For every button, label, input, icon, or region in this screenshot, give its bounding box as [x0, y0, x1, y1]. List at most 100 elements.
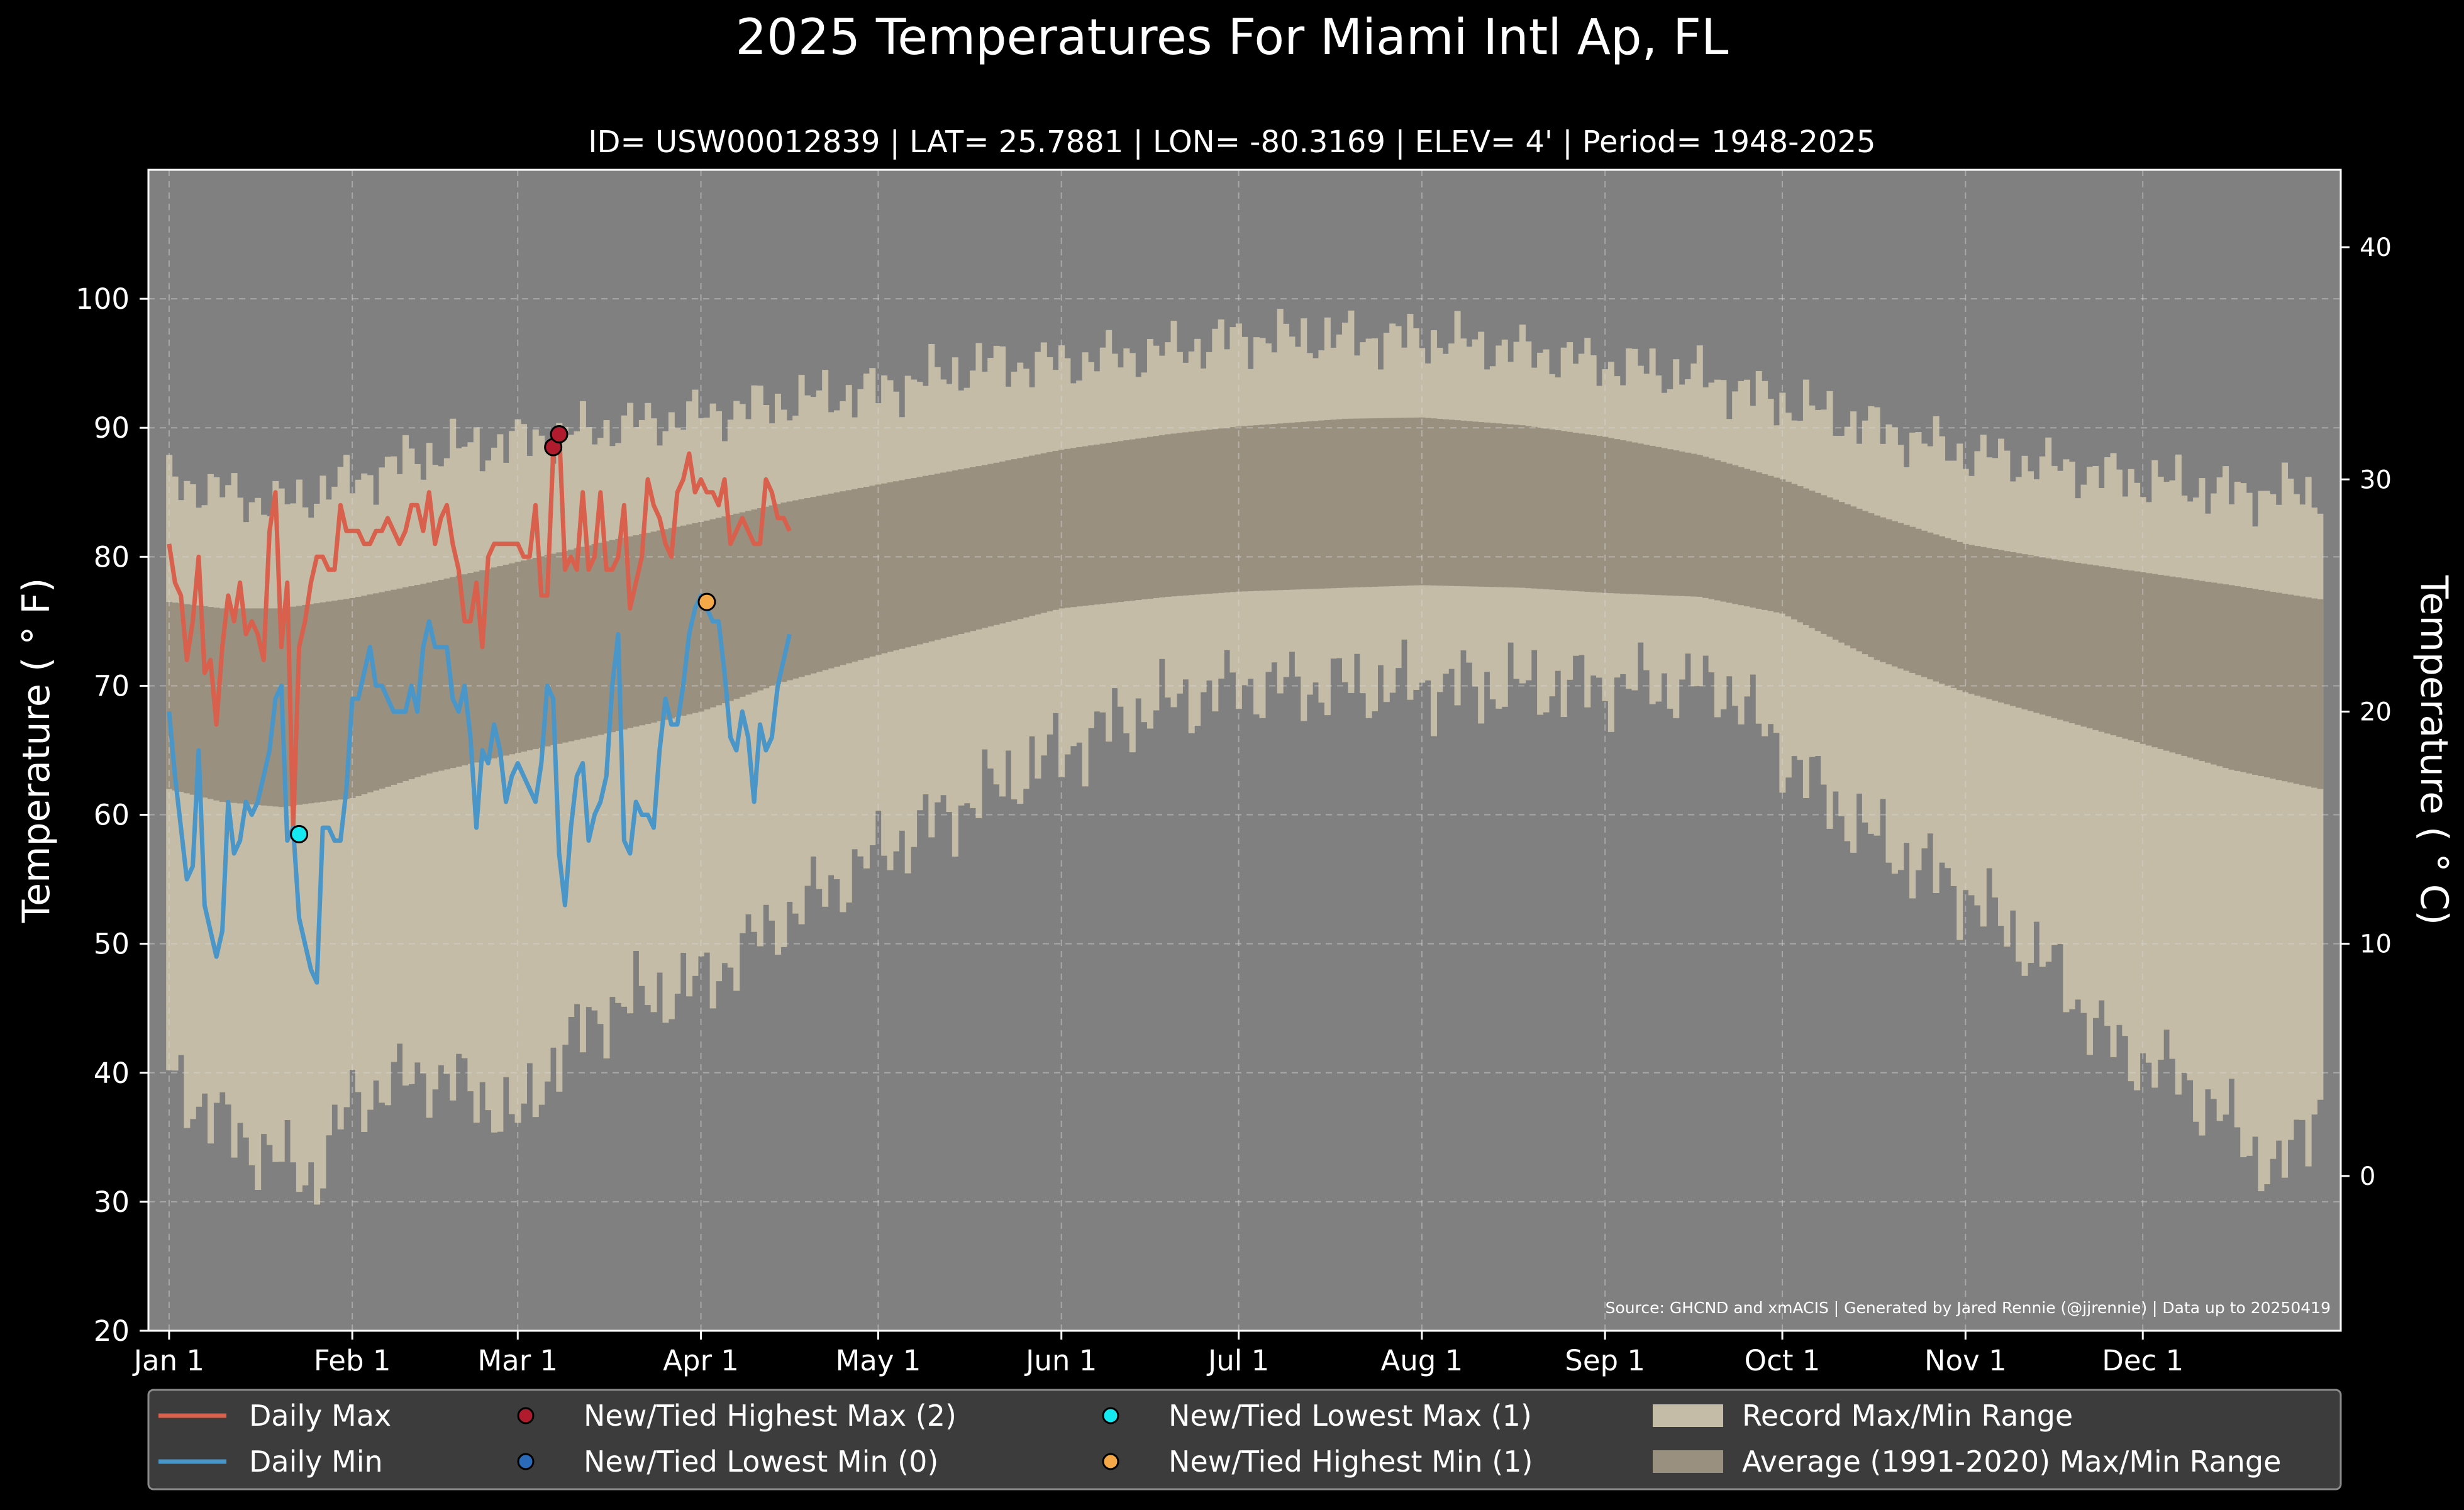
- average-range-bar: [1484, 422, 1490, 587]
- average-range-bar: [1170, 433, 1177, 597]
- average-range-bar: [1277, 423, 1284, 591]
- y-tick-label: 50: [94, 928, 130, 961]
- record-range-bar: [2151, 460, 2158, 1088]
- record-range-bar: [373, 504, 380, 1081]
- y-axis-left: 20 30 40 50 60 70 80 90 100: [75, 282, 148, 1348]
- average-range-bar: [958, 469, 965, 634]
- average-range-bar: [2181, 578, 2188, 756]
- average-range-bar: [1626, 441, 1633, 594]
- average-range-bar: [946, 471, 953, 637]
- average-range-bar: [1661, 448, 1668, 596]
- average-range-bar: [727, 514, 734, 701]
- average-range-bar: [2270, 591, 2277, 779]
- record-range-bar: [2293, 494, 2300, 1120]
- average-range-bar: [993, 462, 1000, 625]
- record-range-bar: [2305, 477, 2312, 1167]
- average-range-bar: [1649, 445, 1656, 595]
- average-range-bar: [1637, 443, 1644, 595]
- average-range-bar: [1454, 420, 1461, 586]
- average-range-bar: [568, 549, 575, 741]
- average-range-bar: [414, 585, 421, 777]
- average-range-bar: [934, 474, 941, 640]
- average-range-bar: [2004, 551, 2011, 704]
- average-range-bar: [1738, 467, 1745, 606]
- average-range-bar: [2293, 596, 2300, 784]
- average-range-bar: [574, 548, 580, 740]
- record-range-bar: [2122, 496, 2129, 1036]
- average-range-bar: [686, 524, 693, 714]
- average-range-bar: [1773, 477, 1780, 613]
- average-range-bar: [266, 608, 273, 806]
- average-range-bar: [1259, 425, 1266, 591]
- average-range-bar: [520, 560, 527, 752]
- record-range-bar: [2181, 495, 2188, 1074]
- average-range-bar: [963, 468, 970, 633]
- average-range-bar: [184, 604, 191, 794]
- average-range-bar: [361, 596, 368, 794]
- x-tick-label: Sep 1: [1565, 1344, 1645, 1377]
- average-range-bar: [1312, 421, 1319, 589]
- average-range-bar: [1229, 427, 1236, 592]
- average-range-bar: [1519, 425, 1526, 588]
- average-range-bar: [1873, 515, 1880, 660]
- average-range-bar: [692, 523, 699, 713]
- average-range-bar: [473, 571, 480, 763]
- average-range-bar: [1596, 436, 1603, 593]
- average-range-bar: [331, 601, 338, 801]
- average-range-bar: [2056, 560, 2063, 720]
- average-range-bar: [1182, 432, 1189, 596]
- average-range-bar: [786, 501, 793, 680]
- legend-box: [147, 1389, 2342, 1491]
- average-range-bar: [579, 547, 586, 739]
- average-range-bar: [881, 483, 888, 653]
- average-range-bar: [1389, 418, 1396, 587]
- average-range-bar: [852, 489, 858, 662]
- average-range-bar: [201, 606, 208, 798]
- average-range-bar: [248, 608, 255, 805]
- average-range-bars: [166, 417, 2324, 808]
- average-range-bar: [1903, 525, 1910, 671]
- record-range-bar: [2275, 504, 2282, 1141]
- record-range-bar: [603, 420, 610, 1059]
- record-range-bar: [255, 497, 262, 1190]
- record-range-bar: [2216, 477, 2223, 1121]
- average-range-bar: [231, 608, 238, 803]
- average-range-bar: [1489, 423, 1496, 587]
- average-range-bar: [462, 574, 468, 765]
- average-range-bar: [1395, 418, 1402, 586]
- average-range-bar: [2116, 569, 2123, 737]
- average-range-bar: [1099, 443, 1106, 604]
- average-range-bar: [1271, 424, 1278, 591]
- average-range-bar: [532, 557, 539, 749]
- record-range-bar: [248, 502, 255, 1165]
- average-range-bar: [1294, 422, 1301, 590]
- average-range-bar: [2045, 558, 2052, 716]
- legend: Daily Max Daily Min New/Tied Highest Max (…: [147, 1389, 2342, 1491]
- average-range-bar: [1679, 451, 1685, 596]
- record-range-bar: [367, 475, 374, 1110]
- average-range-bar: [189, 604, 196, 795]
- record-range-bar: [426, 443, 433, 1118]
- legend-label: Daily Min: [249, 1445, 383, 1479]
- record-range-bar: [2157, 477, 2164, 1060]
- average-range-bar: [2305, 597, 2312, 787]
- average-range-bar: [751, 509, 758, 693]
- average-range-bar: [1318, 420, 1325, 589]
- average-range-bar: [1088, 445, 1094, 606]
- average-range-bar: [780, 502, 787, 682]
- record-range-bar: [266, 516, 273, 1145]
- average-range-bar: [2263, 591, 2270, 778]
- average-range-bar: [1383, 418, 1390, 587]
- average-range-bar: [1590, 435, 1597, 592]
- average-range-bar: [243, 608, 250, 804]
- record-range-bar: [2234, 482, 2241, 1128]
- average-range-bar: [999, 461, 1006, 624]
- average-range-bar: [704, 520, 711, 710]
- average-range-bar: [757, 508, 763, 691]
- average-range-bar: [2068, 562, 2075, 723]
- average-range-bar: [1791, 484, 1798, 619]
- average-range-bar: [922, 475, 929, 643]
- average-range-bar: [1578, 433, 1585, 592]
- average-range-bar: [1986, 548, 1993, 699]
- average-range-bar: [857, 487, 864, 660]
